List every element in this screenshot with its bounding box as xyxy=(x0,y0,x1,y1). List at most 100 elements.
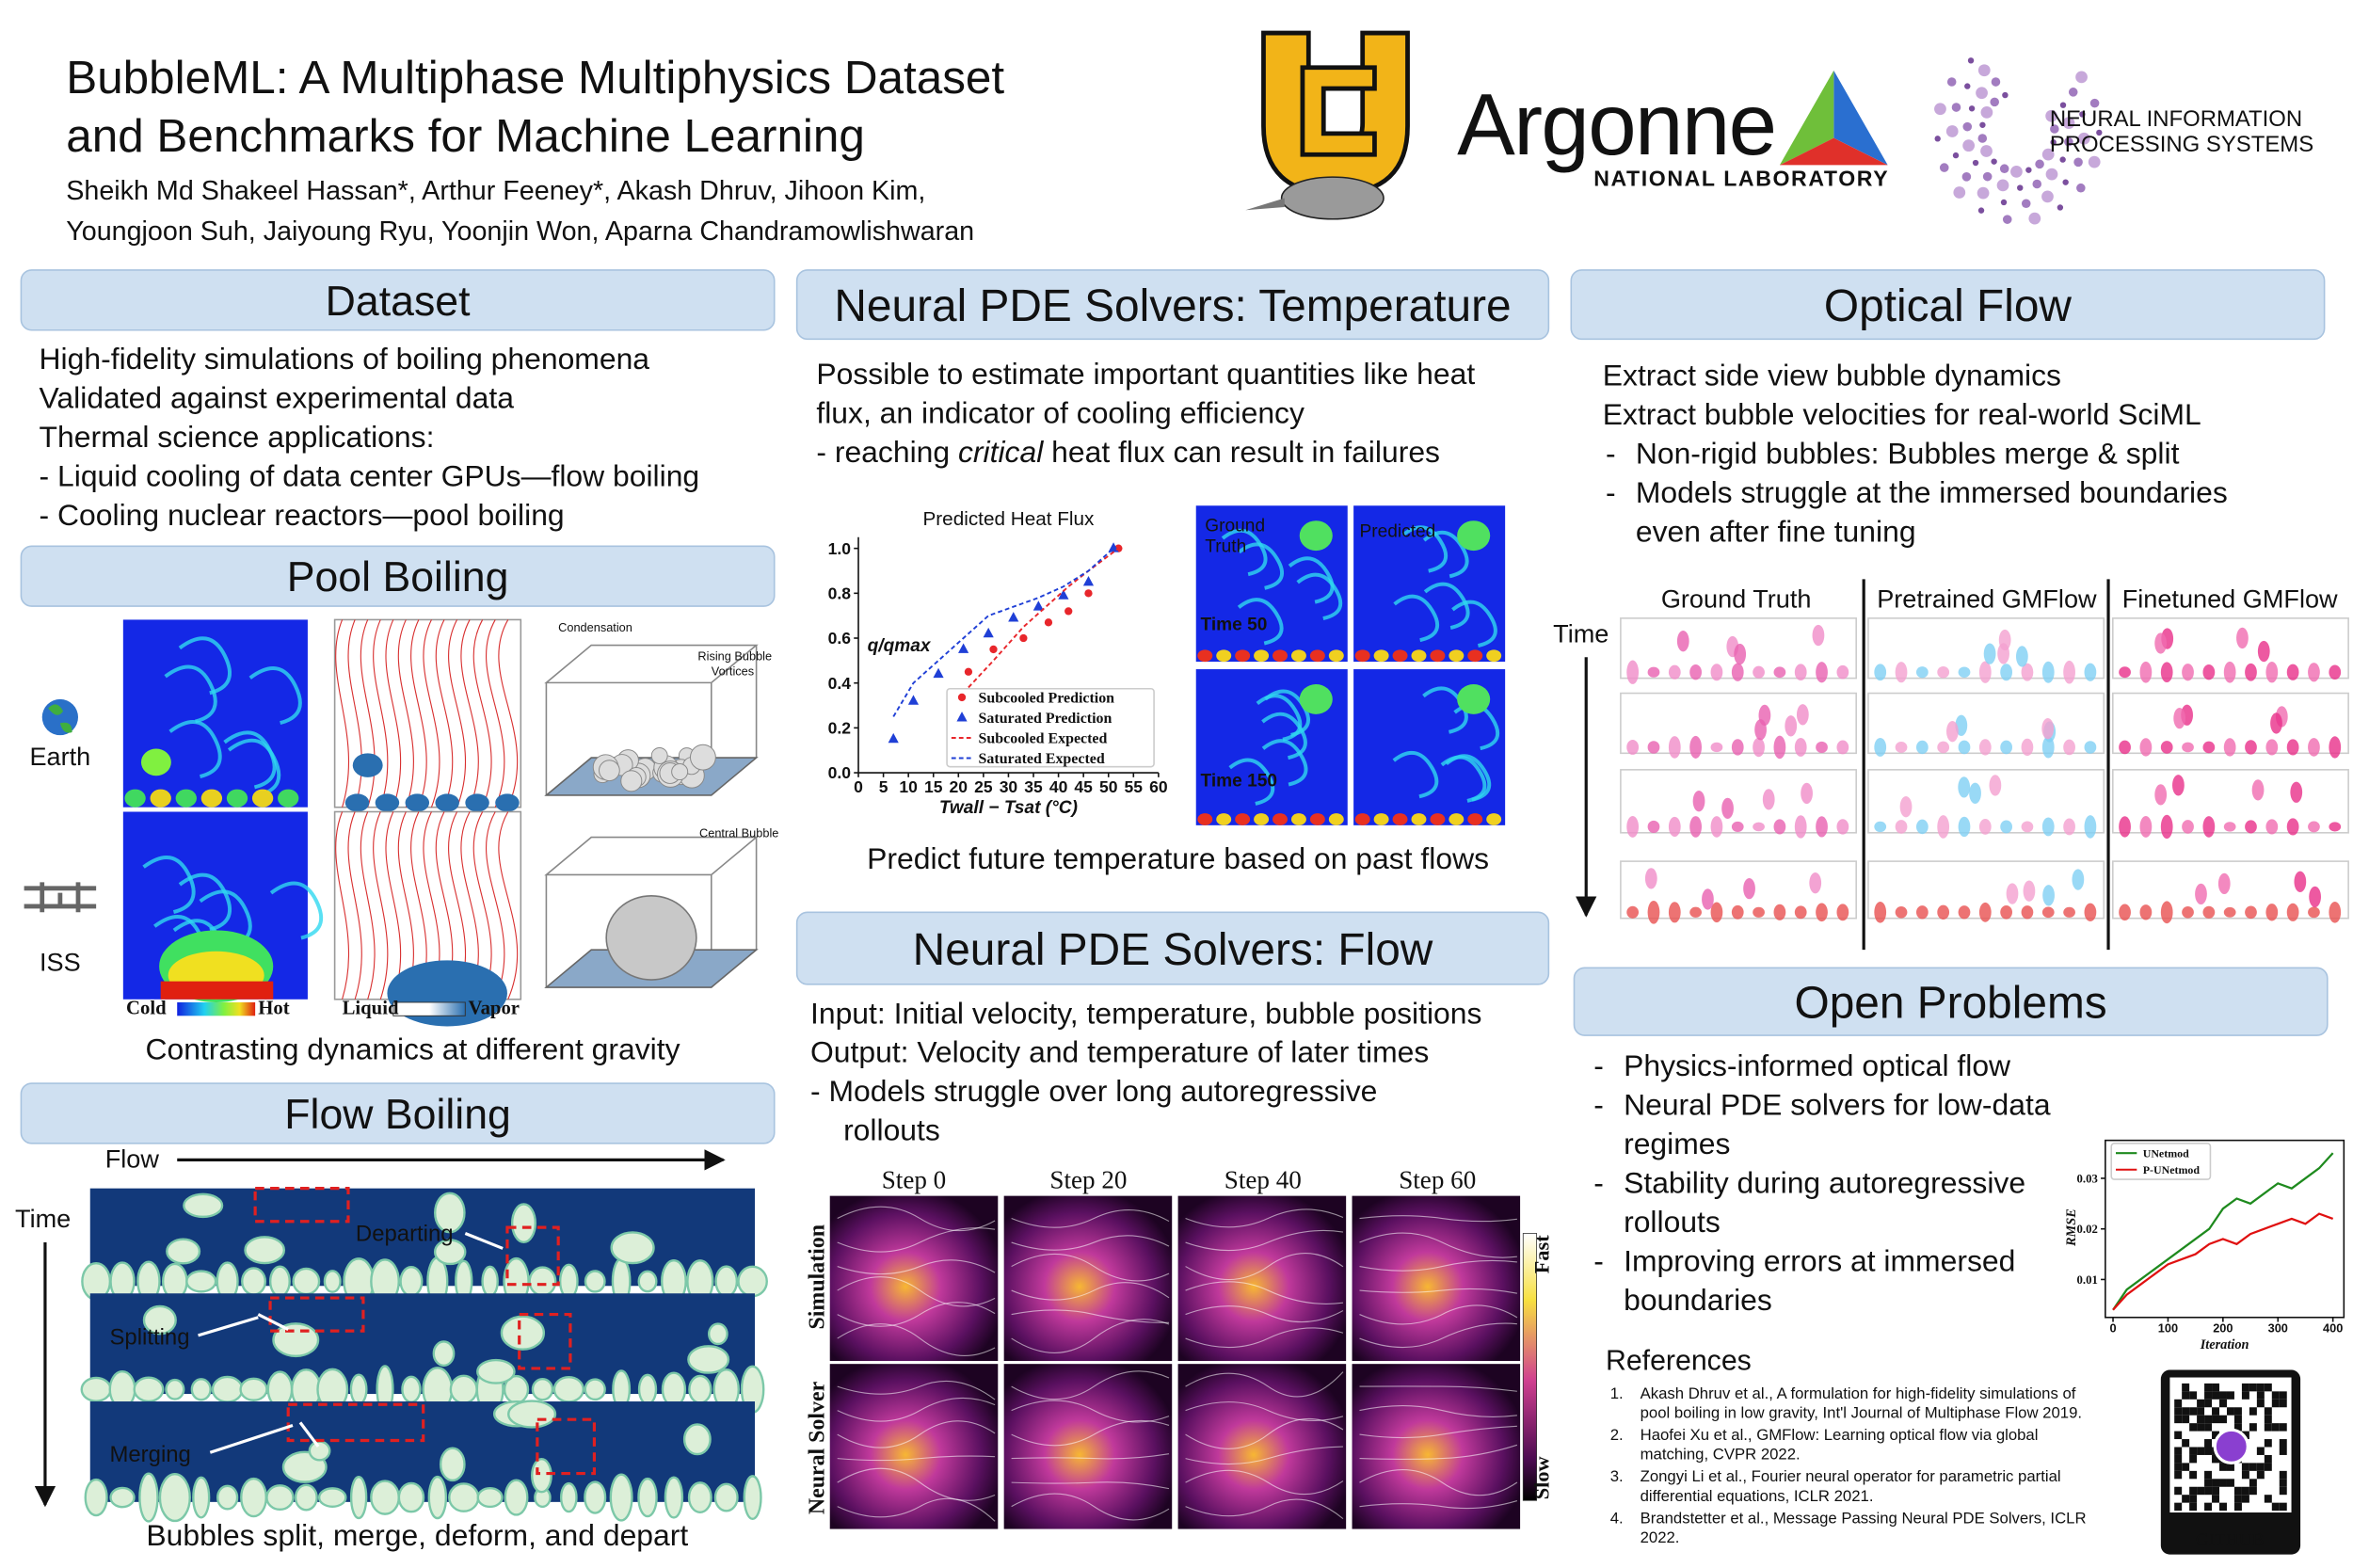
flow-image xyxy=(1359,1304,1518,1325)
flow-boiling-image xyxy=(308,1440,331,1462)
box-3d-image xyxy=(605,894,697,981)
flow-boiling-image xyxy=(399,1266,424,1297)
body-text: Non-rigid bubbles: Bubbles merge & split xyxy=(1636,437,2180,471)
flow-boiling-image xyxy=(192,1476,211,1519)
optical-flow-image xyxy=(1978,819,1992,835)
flow-boiling-image xyxy=(240,1477,267,1518)
temperature-image xyxy=(1309,813,1325,825)
streamline-image xyxy=(435,793,459,812)
flow-boiling-image xyxy=(142,1304,177,1336)
neurips-logo xyxy=(2021,199,2031,209)
qr-code xyxy=(2174,1454,2183,1464)
optical-flow-image xyxy=(2063,906,2075,918)
data-point xyxy=(964,667,973,676)
neurips-logo xyxy=(1977,207,1985,214)
neurips-logo xyxy=(1961,172,1972,182)
flow-boiling-image xyxy=(265,1484,295,1512)
qr-code xyxy=(2189,1470,2198,1480)
optical-flow-image xyxy=(1647,741,1660,754)
optical-flow-image xyxy=(1958,776,1971,798)
qr-code xyxy=(2189,1407,2198,1416)
qr-code xyxy=(2241,1470,2249,1480)
flow-image xyxy=(1011,1493,1170,1521)
qr-code xyxy=(2264,1415,2272,1424)
neurips-logo xyxy=(1991,77,2001,87)
optical-flow-image xyxy=(1794,664,1807,681)
qr-code xyxy=(2189,1486,2198,1496)
neurips-logo xyxy=(2096,129,2103,136)
body-text: - Cooling nuclear reactors—pool boiling xyxy=(40,498,565,532)
reference-number: 1. xyxy=(1610,1384,1624,1402)
neurips-logo xyxy=(1968,105,1976,112)
flow-boiling-image xyxy=(528,1266,557,1297)
optical-flow-image xyxy=(1915,740,1929,755)
neurips-logo xyxy=(1996,179,2009,192)
qr-code xyxy=(2264,1495,2272,1503)
qr-code xyxy=(2212,1407,2220,1416)
body-text: regimes xyxy=(1624,1127,1730,1160)
iss-icon xyxy=(24,882,97,913)
temperature-image xyxy=(1228,758,1275,806)
flow-image xyxy=(837,1455,996,1462)
qr-code xyxy=(2182,1463,2190,1471)
streamline-image xyxy=(423,619,440,808)
optical-flow-image xyxy=(1753,906,1765,918)
poster-title: BubbleML: A Multiphase Multiphysics Data… xyxy=(66,52,1004,104)
flow-boiling-image xyxy=(349,1475,368,1520)
streamline-image xyxy=(435,619,454,808)
optical-flow-image xyxy=(1978,739,1992,756)
x-tick-label: 0 xyxy=(2109,1321,2116,1336)
qr-code xyxy=(2249,1486,2257,1496)
reference-text: pool boiling in low gravity, Int'l Journ… xyxy=(1641,1404,2082,1422)
optical-flow-image xyxy=(1731,739,1744,756)
optical-flow-image xyxy=(1710,816,1723,838)
streamline-image xyxy=(347,811,362,1000)
body-text: boundaries xyxy=(1624,1283,1772,1317)
optical-flow-image xyxy=(1762,789,1775,810)
flow-image xyxy=(1359,1259,1517,1272)
temperature-image xyxy=(1392,813,1408,825)
temperature-image xyxy=(1422,530,1469,579)
optical-flow-image xyxy=(2119,666,2131,679)
optical-flow-image xyxy=(2119,740,2131,755)
optical-flow-image xyxy=(1816,903,1828,922)
temperature-image xyxy=(1467,813,1483,825)
qr-code xyxy=(2249,1407,2257,1416)
qr-code xyxy=(2271,1391,2280,1400)
temperature-image xyxy=(1373,649,1389,663)
optical-flow-image xyxy=(2202,905,2216,919)
neurips-logo xyxy=(1977,186,1990,200)
reference-number: 3. xyxy=(1610,1467,1624,1485)
section-header xyxy=(795,911,1550,985)
qr-code xyxy=(2204,1423,2213,1432)
simulation-image xyxy=(168,720,222,779)
simulation-image xyxy=(142,855,196,914)
optical-flow-image xyxy=(1626,815,1640,838)
streamline-image xyxy=(375,793,400,812)
body-text: Thermal science applications: xyxy=(40,420,435,454)
qr-code xyxy=(2264,1383,2272,1392)
optical-flow-image xyxy=(1997,643,2009,664)
optical-flow-image xyxy=(2286,903,2299,921)
streamline-image xyxy=(405,793,430,812)
temperature-image xyxy=(1411,813,1427,825)
qr-code xyxy=(2226,1391,2234,1400)
optical-flow-image xyxy=(2286,664,2299,680)
flow-image xyxy=(837,1420,996,1448)
flow-image xyxy=(837,1497,996,1522)
simulation-image xyxy=(122,619,308,808)
qr-code xyxy=(2279,1391,2287,1400)
section-title: Pool Boiling xyxy=(287,554,509,600)
image-label: Ground xyxy=(1205,516,1265,536)
y-tick-label: 0.2 xyxy=(828,719,852,738)
optical-flow-image xyxy=(2084,663,2097,681)
body-text: rollouts xyxy=(843,1113,940,1147)
flow-boiling-image xyxy=(609,1473,633,1522)
qr-code xyxy=(2264,1423,2272,1432)
legend-label: UNetmod xyxy=(2143,1146,2189,1160)
temperature-image xyxy=(1288,556,1335,604)
optical-flow-image xyxy=(2182,906,2194,919)
legend-label: Saturated Prediction xyxy=(979,711,1112,727)
optical-flow-image xyxy=(1753,665,1765,679)
optical-flow-image xyxy=(1915,905,1929,920)
